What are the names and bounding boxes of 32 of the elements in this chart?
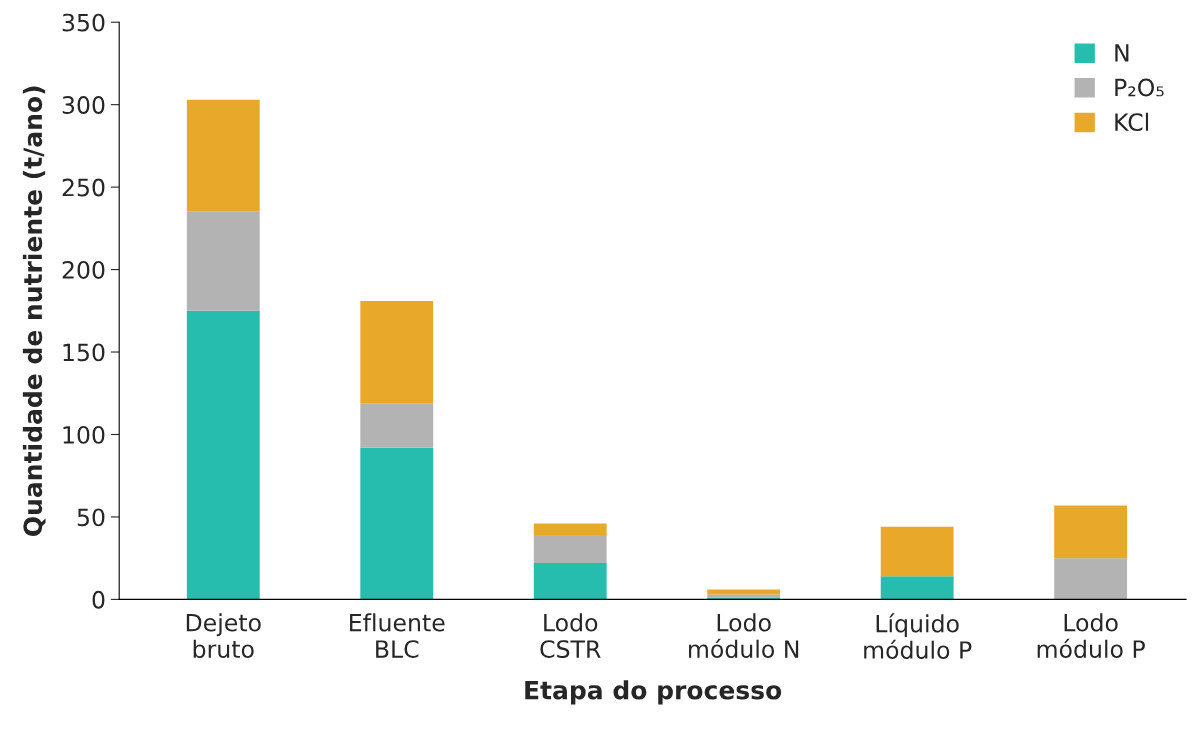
y-axis-title: Quantidade de nutriente (t/ano) <box>22 86 46 536</box>
bar <box>880 526 954 577</box>
bar <box>360 403 434 448</box>
x-tick-label: Lodo módulo N <box>689 613 799 658</box>
y-tick-label: 50 <box>77 508 105 527</box>
bar <box>533 535 607 564</box>
bar <box>1054 505 1128 559</box>
bar <box>880 576 954 600</box>
bar <box>186 310 260 600</box>
y-tick-label: 250 <box>62 178 105 197</box>
x-tick-label: Dejeto bruto <box>186 613 261 658</box>
legend-label: N <box>1115 44 1129 62</box>
bar <box>360 300 434 404</box>
y-tick-label: 0 <box>92 590 105 609</box>
y-tick-label: 100 <box>63 425 105 444</box>
x-tick-label: Lodo CSTR <box>540 613 601 658</box>
bar <box>186 211 260 311</box>
x-tick-label: Lodo módulo P <box>1037 613 1145 658</box>
y-tick-label: 200 <box>62 261 105 279</box>
y-tick-label: 350 <box>62 13 105 32</box>
bar <box>360 447 434 600</box>
y-tick-label: 150 <box>63 343 105 362</box>
bar <box>533 523 607 536</box>
legend-label: KCl <box>1115 112 1149 132</box>
y-tick-label: 300 <box>62 96 105 114</box>
x-axis-title: Etapa do processo <box>525 680 782 705</box>
x-tick-label: Líquido módulo P <box>864 613 972 659</box>
bar <box>186 99 260 212</box>
bar <box>533 563 607 600</box>
legend-label: P₂O₅ <box>1115 78 1164 97</box>
x-tick-label: Efluente BLC <box>350 613 445 658</box>
bar <box>1054 558 1128 600</box>
